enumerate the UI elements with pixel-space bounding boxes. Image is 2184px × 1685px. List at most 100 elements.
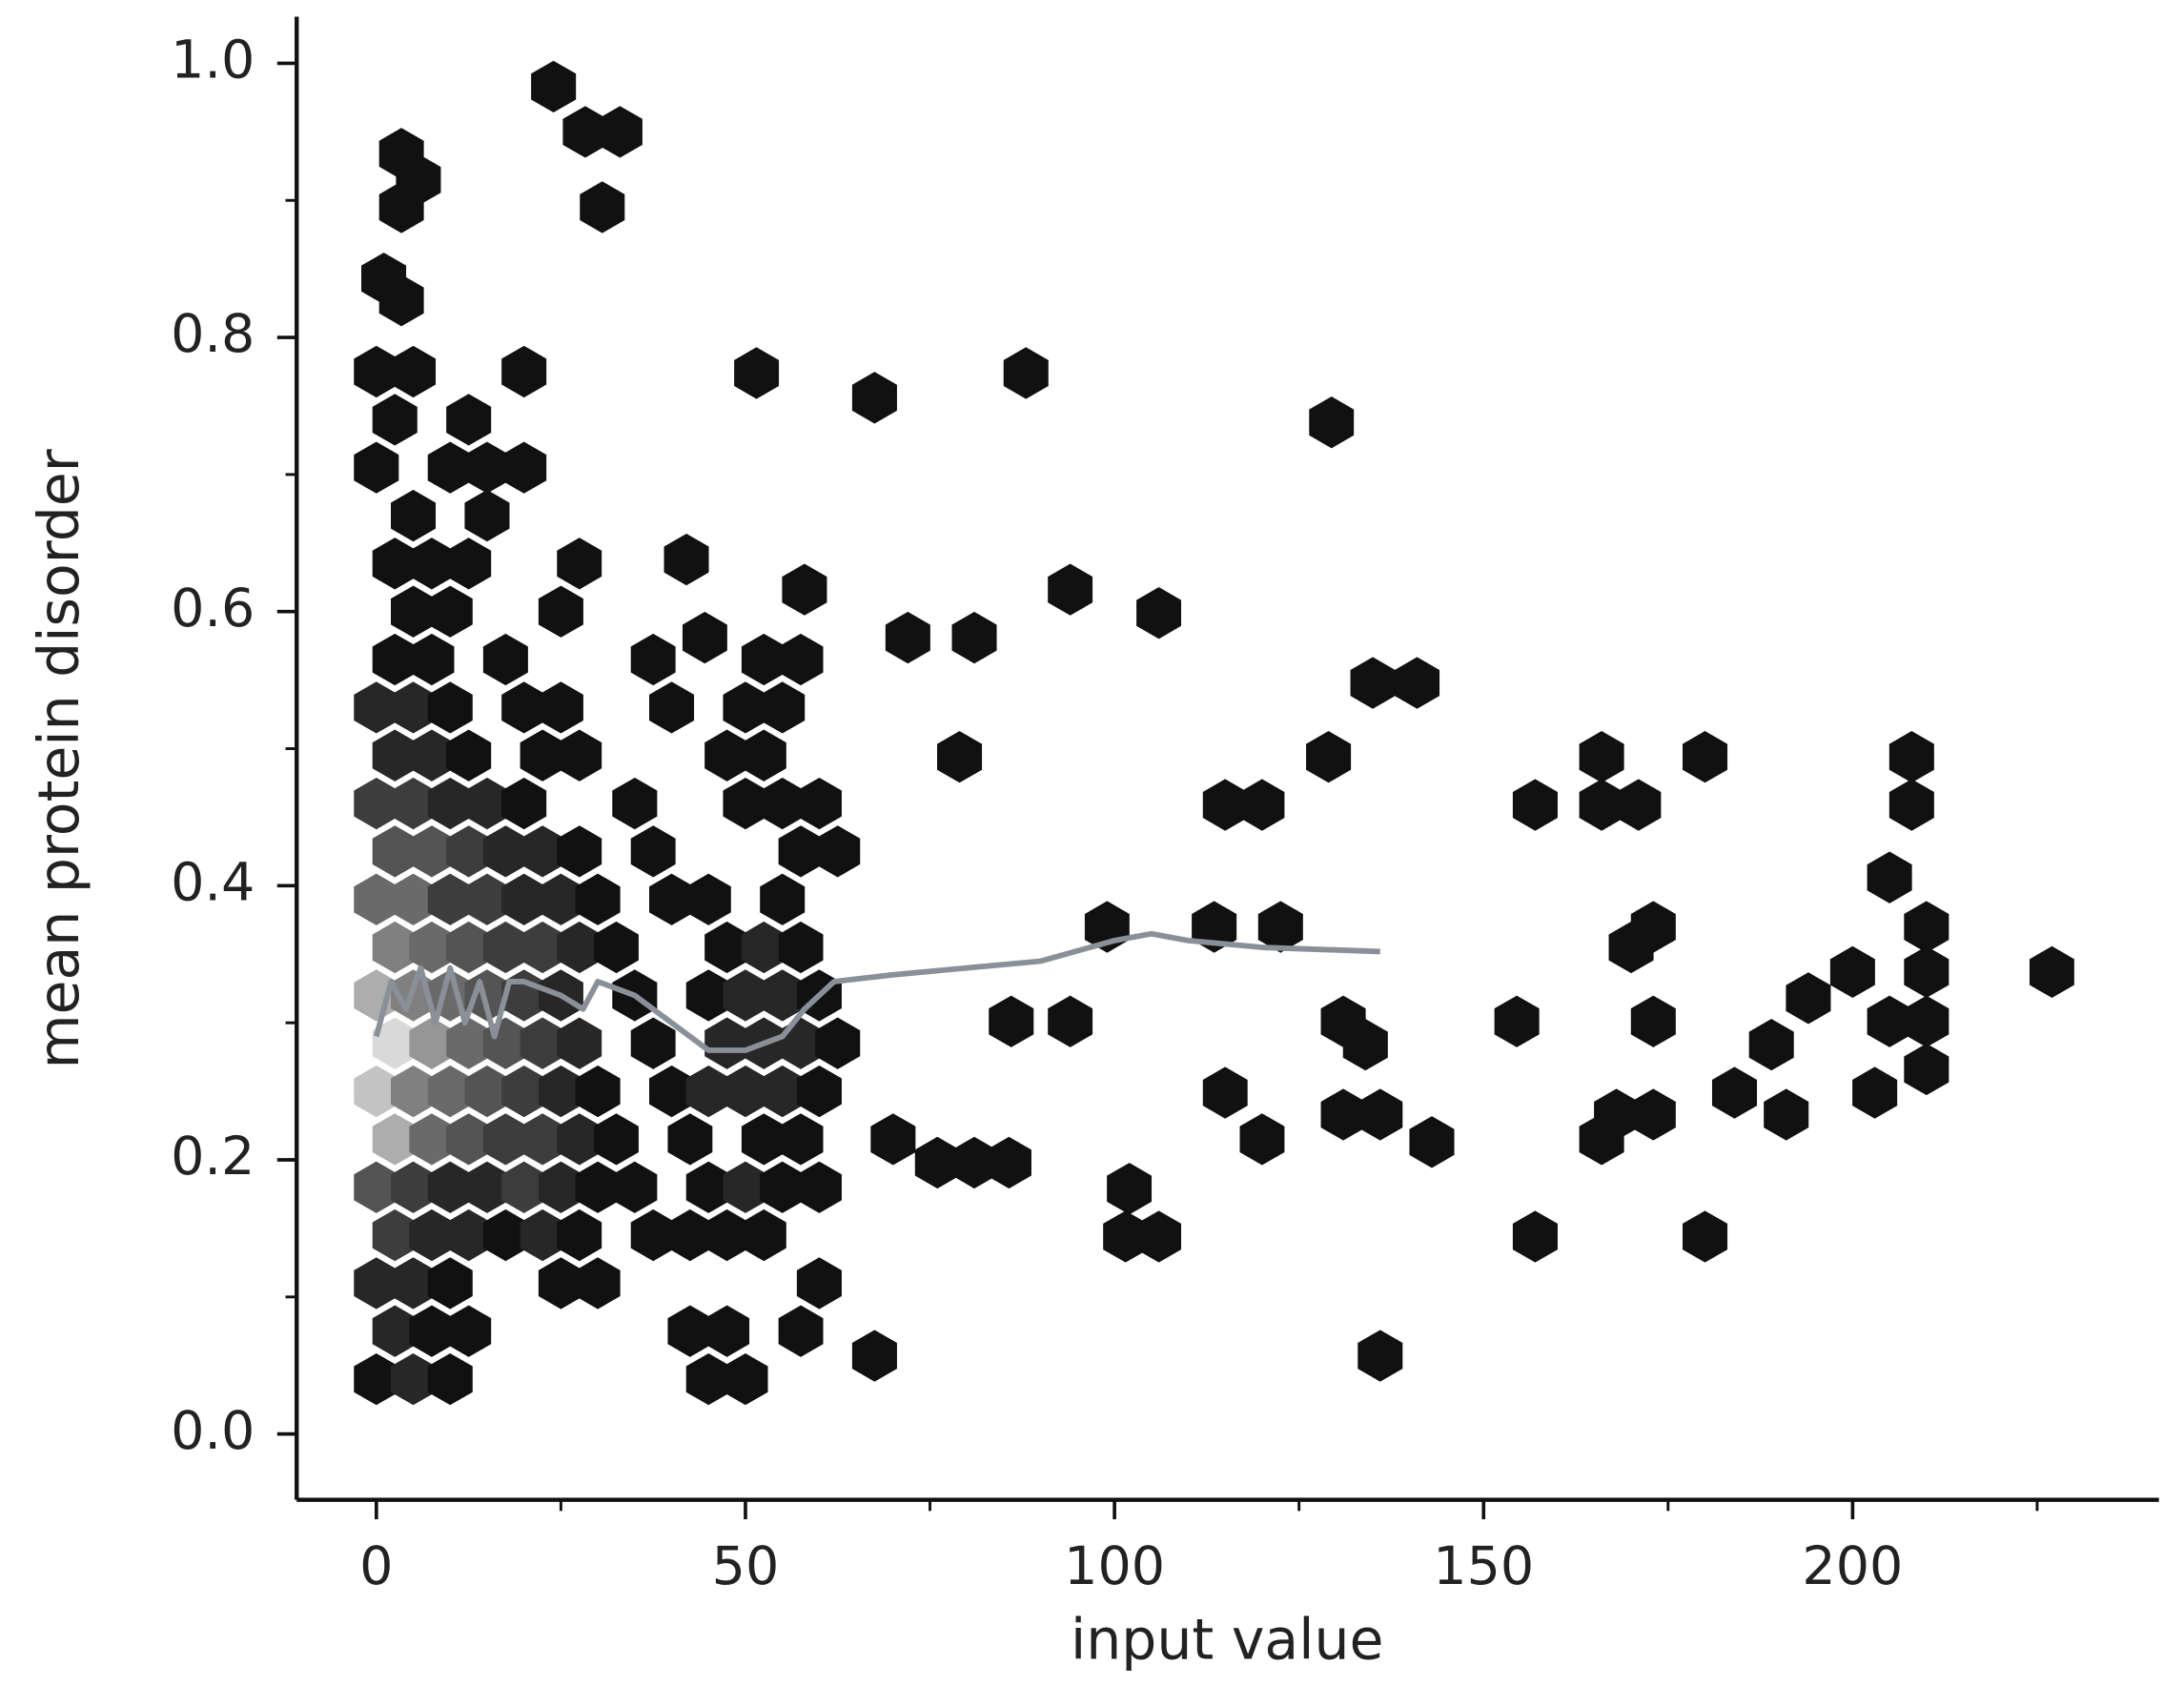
hexbin-cell	[741, 1208, 786, 1262]
x-tick-label: 100	[1064, 1535, 1165, 1597]
hexbin-cell	[501, 777, 547, 830]
hexbin-cell	[427, 681, 473, 734]
trend-line	[373, 930, 1380, 1053]
hexbin-cell	[427, 585, 473, 638]
hexbin-cell	[482, 633, 528, 686]
hexbin-cell	[1888, 779, 1934, 831]
hexbin-cell	[885, 611, 930, 664]
hexbin-cell	[1630, 995, 1676, 1047]
hexbin-cell	[796, 1257, 842, 1309]
hexbin-cell	[1357, 1088, 1403, 1141]
plot-area	[354, 60, 2074, 1406]
hexbin-cell	[760, 681, 806, 734]
hexbin-cell	[1786, 972, 1831, 1025]
hexbin-cell	[1257, 901, 1303, 953]
y-tick-label: 0.6	[171, 578, 255, 639]
hexbin-cell	[1748, 1019, 1794, 1071]
hexbin-cell	[1616, 779, 1662, 831]
x-tick-label: 150	[1433, 1535, 1534, 1597]
hexbin-cell	[685, 873, 731, 925]
hexbin-cell	[951, 611, 997, 664]
hexbin-cell	[1048, 995, 1093, 1047]
hexbin-cell	[1904, 901, 1949, 953]
hexbin-cell	[1904, 945, 1949, 999]
hexbin-cell	[649, 681, 695, 734]
hexbin-cell	[782, 563, 827, 616]
y-tick-label: 0.8	[171, 303, 255, 365]
hexbin-cell	[723, 1352, 768, 1406]
hexbin-cell	[1136, 587, 1182, 639]
y-tick-label: 0.0	[171, 1400, 255, 1462]
hexbin-cell	[409, 633, 455, 686]
hexbin-cell	[1829, 945, 1875, 999]
hexbin-cell	[1512, 779, 1558, 831]
hexbin-cell	[1683, 1210, 1728, 1263]
hexbin-cell	[815, 1017, 861, 1069]
hexbin-cell	[557, 825, 602, 878]
hexbin-cell	[1711, 1066, 1758, 1119]
hexbin-cell	[378, 181, 424, 233]
hexbin-cell	[378, 274, 424, 327]
hexbin-cell	[557, 1208, 602, 1262]
hexbin-cell	[1136, 1210, 1182, 1263]
hexbin-cell	[372, 394, 418, 446]
hexbin-cell	[575, 1257, 621, 1309]
hexbin-cell	[501, 441, 547, 494]
hexbin-cell	[612, 777, 658, 830]
hexbin-cell	[682, 611, 727, 664]
hexbin-cell	[427, 1257, 473, 1309]
hexbin-cell	[390, 345, 437, 398]
x-tick-label: 200	[1802, 1535, 1903, 1597]
hexbin-cell	[1239, 1113, 1285, 1166]
hexbin-cell	[734, 347, 780, 399]
hexbin-cell	[663, 533, 709, 586]
hexbin-cell	[1579, 730, 1624, 783]
hexbin-cell	[1239, 779, 1285, 831]
x-tick-label: 50	[712, 1535, 780, 1597]
hexbin-cell	[851, 1330, 897, 1382]
hexbin-cell	[796, 777, 842, 830]
hexbin-cell	[1306, 730, 1352, 783]
hexbin-cell	[989, 995, 1034, 1047]
hexbin-cell	[594, 921, 639, 974]
hexbin-cell	[1683, 730, 1728, 783]
hexbin-cell	[538, 585, 583, 638]
hexbin-cell	[354, 441, 399, 494]
hexbin-cell	[427, 1352, 473, 1406]
hexbin-cell	[815, 825, 861, 878]
hexbin-cell	[796, 1161, 842, 1213]
hexbin-cell	[778, 1113, 824, 1166]
hexbin-cell	[1867, 851, 1912, 903]
hexbin-cell	[1764, 1088, 1809, 1141]
hexbin-cell	[446, 394, 492, 446]
hexbin-cell	[667, 1113, 713, 1166]
hexbin-cell	[446, 538, 492, 590]
hexbin-cell	[446, 1305, 492, 1357]
hexbin-cell	[630, 1017, 676, 1069]
hexbin-cell	[1309, 396, 1355, 449]
hexbin-cell	[575, 873, 621, 925]
hexbin-cell	[630, 825, 676, 878]
hexbin-cell	[1512, 1210, 1558, 1263]
hexbin-cell	[986, 1136, 1031, 1189]
hexbin-cell	[557, 729, 602, 782]
hexbin-cell	[2029, 945, 2074, 999]
hexbin-cell	[1904, 1043, 1949, 1096]
hexbin-cell	[796, 1065, 842, 1118]
hexbin-cell	[1350, 657, 1396, 709]
hexbin-cell	[1357, 1330, 1403, 1382]
hexbin-cell	[778, 1305, 824, 1357]
y-tick-label: 0.2	[171, 1126, 255, 1188]
hexbin-cell	[612, 1161, 658, 1213]
x-axis-label: input value	[1071, 1607, 1384, 1672]
hexbin-cell	[597, 106, 643, 158]
hexbin-cell	[575, 1065, 621, 1118]
hexbin-cell	[1048, 563, 1093, 616]
hexbin-cell	[1107, 1163, 1153, 1215]
hexbin-cell	[557, 1017, 602, 1069]
hexbin-cell	[778, 633, 824, 686]
hexbin-cell	[501, 345, 547, 398]
hexbin-cell	[1342, 1019, 1388, 1071]
